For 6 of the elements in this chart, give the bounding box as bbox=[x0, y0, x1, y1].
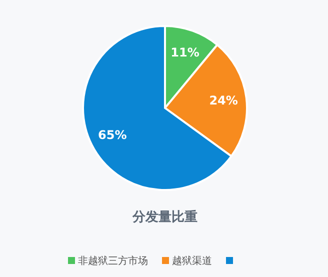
legend-label: 越狱渠道 bbox=[172, 255, 212, 267]
data-label: 65% bbox=[98, 128, 127, 142]
data-label: 11% bbox=[170, 45, 200, 60]
legend-label: 非越狱三方市场 bbox=[78, 255, 148, 267]
text: 分发量比重 bbox=[132, 209, 198, 225]
data-label: 24% bbox=[209, 94, 238, 108]
